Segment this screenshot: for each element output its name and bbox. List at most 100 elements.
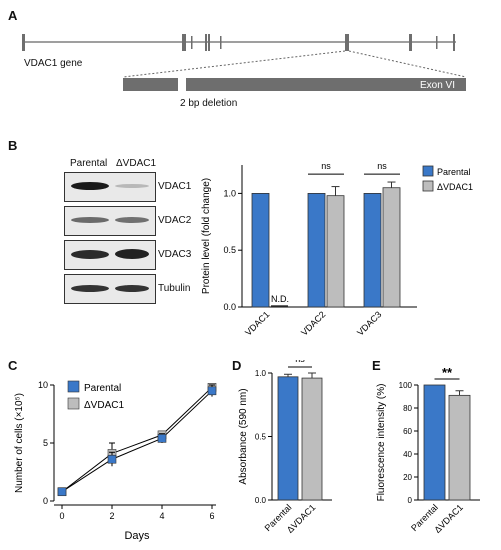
y-tick-label: 0.5 bbox=[255, 433, 267, 442]
y-tick-label: 80 bbox=[403, 404, 412, 413]
blot-vdac2 bbox=[64, 206, 156, 236]
gene-diagram: Exon VI VDAC1 gene 2 bp deletion bbox=[22, 34, 467, 109]
x-tick-label: 6 bbox=[209, 511, 214, 521]
y-axis-title: Absorbance (590 nm) bbox=[238, 388, 249, 484]
chart-fluorescence: 020406080100ParentalΔVDAC1**Fluorescence… bbox=[376, 365, 480, 535]
y-tick-label: 0.0 bbox=[255, 496, 267, 505]
y-tick-label: 0 bbox=[408, 496, 413, 505]
exon-marks bbox=[22, 34, 455, 51]
sig-label: ns bbox=[321, 161, 331, 171]
band-tubulin-parental bbox=[71, 285, 109, 292]
y-tick-label: 0.0 bbox=[223, 302, 236, 312]
exon-7 bbox=[345, 34, 349, 51]
panel-e-letter: E bbox=[372, 358, 381, 373]
blot-tubulin bbox=[64, 274, 156, 304]
sig-label: ns bbox=[377, 161, 387, 171]
exon-10 bbox=[453, 34, 455, 51]
bar-delta bbox=[301, 377, 323, 501]
bar-vdac2-delta bbox=[326, 195, 345, 308]
panel-b-letter: B bbox=[8, 138, 18, 153]
nd-annotation: N.D. bbox=[271, 294, 289, 304]
bar-vdac1-parental bbox=[251, 193, 270, 308]
zoom-line-left bbox=[122, 50, 346, 78]
blot-vdac3 bbox=[64, 240, 156, 270]
zoom-line-right bbox=[348, 50, 467, 78]
x-axis-title: Days bbox=[124, 530, 150, 542]
band-vdac2-parental bbox=[71, 217, 109, 223]
chart-cell-growth: 0 5 10 0 2 4 6 Days Number of cells (×10⁵) Parent… bbox=[14, 380, 217, 542]
panel-a-letter: A bbox=[8, 8, 18, 23]
exon-8 bbox=[409, 34, 412, 51]
gene-label: VDAC1 gene bbox=[24, 58, 83, 69]
exon-2 bbox=[182, 34, 186, 51]
sig-label: ** bbox=[442, 365, 453, 380]
exon-1 bbox=[22, 34, 25, 51]
y-tick-label: 1.0 bbox=[255, 369, 267, 378]
y-tick-label: 0 bbox=[43, 496, 48, 506]
blot-row-vdac1: VDAC1 bbox=[158, 181, 192, 192]
exon-vi-label: Exon VI bbox=[420, 80, 455, 91]
legend-label: Parental bbox=[437, 167, 471, 177]
blot-col-parental: Parental bbox=[70, 158, 108, 169]
blot-row-vdac2: VDAC2 bbox=[158, 215, 192, 226]
bar-parental bbox=[423, 384, 446, 501]
y-tick-label: 40 bbox=[403, 450, 412, 459]
exon-vi-segment-left bbox=[123, 78, 178, 91]
bar-parental bbox=[277, 376, 299, 501]
band-vdac2-delta bbox=[115, 217, 149, 223]
point-parental bbox=[107, 454, 117, 464]
exon-5 bbox=[208, 34, 210, 51]
exon-3 bbox=[191, 36, 193, 49]
x-tick-label: 2 bbox=[109, 511, 114, 521]
point-parental bbox=[207, 386, 217, 396]
blot-row-vdac3: VDAC3 bbox=[158, 249, 192, 260]
blot-vdac1 bbox=[64, 172, 156, 202]
exon-4 bbox=[205, 34, 207, 51]
point-parental bbox=[157, 434, 167, 443]
blot-col-delta: ΔVDAC1 bbox=[116, 158, 157, 169]
y-axis-title: Fluorescence intensity (%) bbox=[376, 384, 387, 502]
legend-swatch-delta bbox=[422, 180, 434, 192]
bar-vdac2-parental bbox=[307, 193, 326, 308]
point-parental bbox=[57, 487, 67, 497]
chart-absorbance: 0.00.51.0ParentalΔVDAC1nsAbsorbance (590… bbox=[238, 360, 332, 535]
y-tick-label: 60 bbox=[403, 427, 412, 436]
y-tick-label: 100 bbox=[399, 381, 413, 390]
legend-label: ΔVDAC1 bbox=[84, 400, 124, 411]
blot-row-tubulin: Tubulin bbox=[158, 283, 191, 294]
series-line-parental bbox=[61, 390, 213, 493]
chart-protein-level: 0.0 0.5 1.0 VDAC1 VDAC2 VDAC3 N.D. ns ns Protein … bbox=[201, 161, 473, 338]
band-vdac1-parental bbox=[71, 182, 109, 190]
legend-label: Parental bbox=[84, 383, 121, 394]
x-tick-label: VDAC3 bbox=[355, 309, 383, 337]
x-tick-label: VDAC2 bbox=[299, 309, 327, 337]
sig-label: ns bbox=[295, 360, 305, 364]
legend-swatch-parental bbox=[422, 165, 434, 177]
exon-9 bbox=[436, 36, 438, 49]
y-axis-title: Protein level (fold change) bbox=[201, 178, 212, 294]
x-tick-label: 0 bbox=[59, 511, 64, 521]
x-tick-label: VDAC1 bbox=[243, 309, 271, 337]
panel-c-letter: C bbox=[8, 358, 18, 373]
y-axis-title: Number of cells (×10⁵) bbox=[14, 393, 25, 493]
legend-swatch-parental bbox=[67, 380, 80, 393]
legend-swatch-delta bbox=[67, 397, 80, 410]
band-vdac1-delta bbox=[115, 184, 149, 188]
y-tick-label: 1.0 bbox=[223, 188, 236, 198]
y-tick-label: 0.5 bbox=[223, 245, 236, 255]
legend-label: ΔVDAC1 bbox=[437, 182, 473, 192]
bar-delta bbox=[448, 394, 471, 501]
bar-vdac3-delta bbox=[382, 187, 401, 308]
deletion-label: 2 bp deletion bbox=[180, 98, 237, 109]
exon-6 bbox=[220, 36, 222, 49]
exon-vi-segment-right bbox=[186, 78, 466, 91]
y-tick-label: 20 bbox=[403, 473, 412, 482]
series-line-delta bbox=[61, 386, 213, 493]
y-tick-label: 5 bbox=[43, 438, 48, 448]
x-tick-label: 4 bbox=[159, 511, 164, 521]
bar-vdac3-parental bbox=[363, 193, 382, 308]
band-tubulin-delta bbox=[115, 285, 149, 292]
y-tick-label: 10 bbox=[38, 380, 48, 390]
band-vdac3-parental bbox=[71, 250, 109, 259]
panel-d-letter: D bbox=[232, 358, 242, 373]
